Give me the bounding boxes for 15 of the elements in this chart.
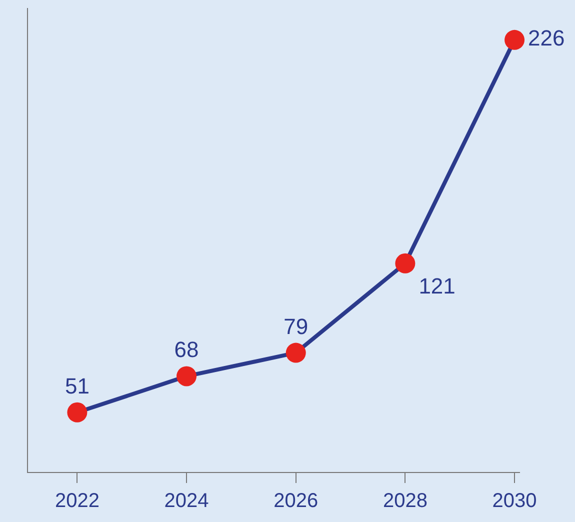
x-tick-label: 2022 xyxy=(54,490,100,512)
point xyxy=(176,366,197,386)
point xyxy=(67,402,88,422)
data-label: 121 xyxy=(418,273,456,298)
point xyxy=(504,30,525,50)
data-label: 51 xyxy=(64,373,90,398)
data-label: 79 xyxy=(284,314,308,339)
x-tick-label: 2026 xyxy=(274,490,318,512)
data-label: 226 xyxy=(528,25,565,50)
data-label: 68 xyxy=(174,337,199,362)
point xyxy=(286,342,306,363)
x-tick-label: 2024 xyxy=(164,490,209,512)
point xyxy=(395,253,416,274)
x-tick-label: 2028 xyxy=(382,490,428,512)
x-tick-label: 2030 xyxy=(492,490,537,512)
